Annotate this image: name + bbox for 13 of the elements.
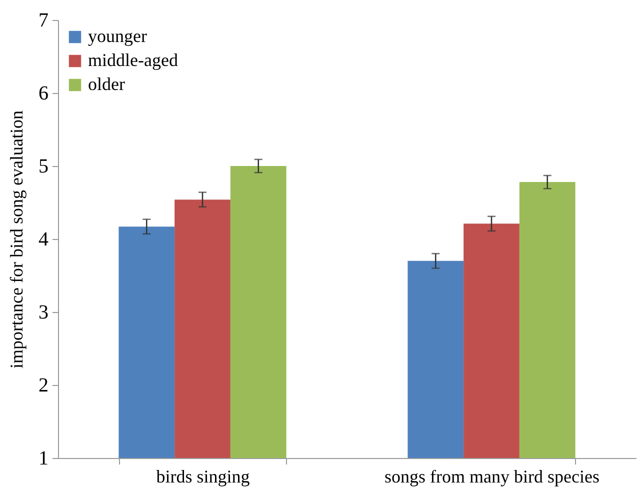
y-tick-label: 7 — [38, 10, 48, 32]
legend-label: younger — [88, 26, 147, 46]
y-axis-title: importance for bird song evaluation — [6, 110, 26, 368]
legend-label: older — [88, 74, 125, 94]
y-tick-label: 4 — [38, 228, 48, 250]
y-tick-label: 3 — [38, 302, 48, 324]
y-tick-label: 1 — [38, 448, 48, 470]
legend-label: middle-aged — [88, 50, 178, 70]
x-tick-label: songs from many bird species — [384, 466, 600, 486]
y-tick-label: 2 — [38, 374, 48, 396]
y-tick-label: 5 — [38, 156, 48, 178]
y-tick-label: 6 — [38, 82, 48, 104]
x-tick-label: birds singing — [156, 466, 250, 486]
